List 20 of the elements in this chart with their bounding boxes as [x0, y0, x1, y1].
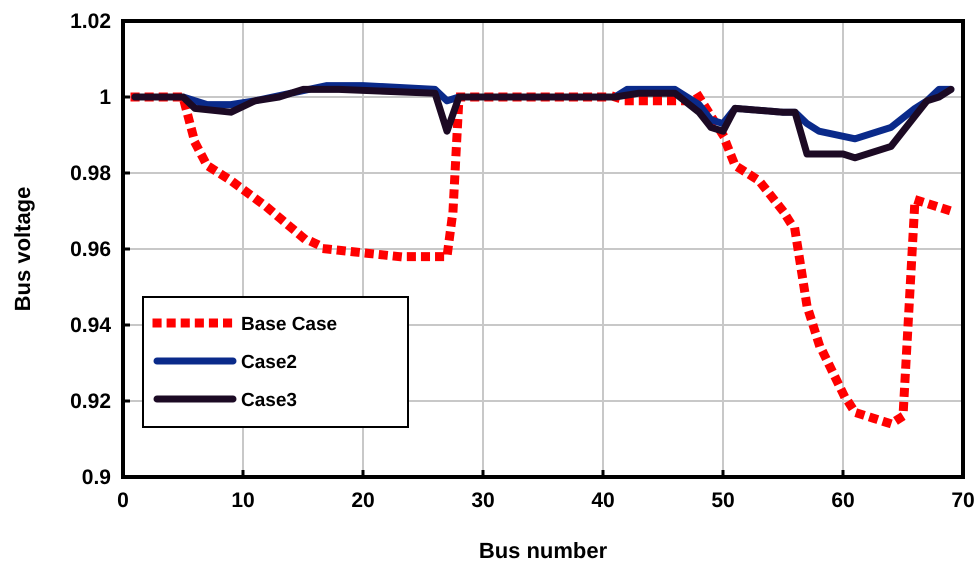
x-tick-label: 20: [351, 489, 375, 512]
x-tick-label: 70: [951, 489, 975, 512]
y-axis-title: Bus voltage: [10, 186, 35, 312]
x-tick-label: 10: [231, 489, 255, 512]
y-tick-label: 0.92: [70, 390, 111, 413]
y-tick-label: 0.96: [70, 238, 111, 261]
legend-label: Case3: [241, 390, 297, 411]
x-axis-title: Bus number: [478, 538, 608, 563]
x-tick-label: 50: [711, 489, 735, 512]
legend-label: Base Case: [241, 314, 338, 335]
y-tick-label: 1: [99, 86, 112, 109]
y-tick-label: 0.94: [70, 314, 112, 337]
x-tick-label: 60: [831, 489, 855, 512]
y-tick-label: 1.02: [70, 10, 111, 33]
x-tick-label: 40: [591, 489, 615, 512]
x-tick-label: 0: [117, 489, 129, 512]
legend-label: Case2: [241, 352, 297, 373]
y-tick-label: 0.98: [70, 162, 112, 185]
x-tick-label: 30: [471, 489, 495, 512]
y-tick-label: 0.9: [82, 466, 111, 489]
